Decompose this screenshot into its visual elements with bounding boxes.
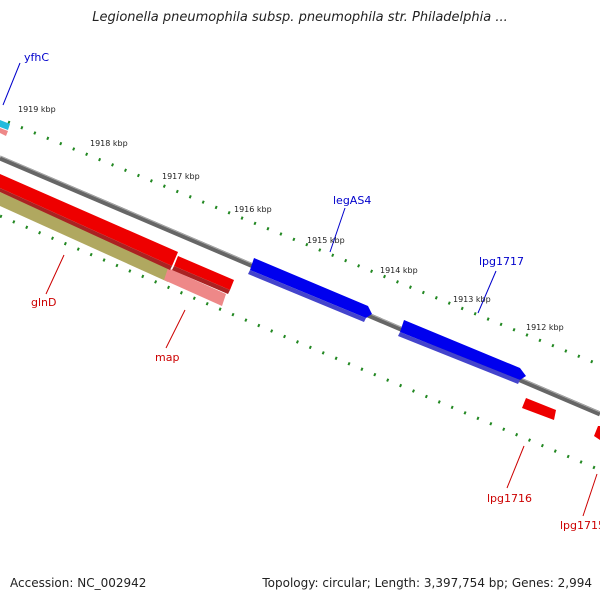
gene-label-yfhC[interactable]: yfhC <box>24 51 49 64</box>
small-pale-gene <box>0 128 8 136</box>
lpg1715-leader <box>582 473 598 517</box>
lpg1716-gene[interactable] <box>522 398 556 420</box>
tick-label-1916: 1916 kbp <box>234 205 272 214</box>
gene-label-legAS4[interactable]: legAS4 <box>333 194 371 207</box>
glnD-gene[interactable] <box>0 174 178 266</box>
tick-label-1919: 1919 kbp <box>18 105 56 114</box>
tick-label-1913: 1913 kbp <box>453 295 491 304</box>
accession-text: Accession: NC_002942 <box>10 576 147 590</box>
legAS4-gene-shadow <box>248 270 366 322</box>
gene-label-lpg1715[interactable]: lpg1715 <box>560 519 600 532</box>
tick-label-1914: 1914 kbp <box>380 266 418 275</box>
lpg1716-leader <box>506 445 525 489</box>
map-leader <box>165 309 186 349</box>
page-title: Legionella pneumophila subsp. pneumophil… <box>92 10 508 25</box>
legAS4-gene[interactable] <box>250 258 372 318</box>
lpg1715-gene[interactable] <box>594 426 600 440</box>
tick-label-1918: 1918 kbp <box>90 139 128 148</box>
yfhC-gene[interactable] <box>0 120 10 130</box>
genome-summary-text: Topology: circular; Length: 3,397,754 bp… <box>262 576 592 590</box>
gene-label-lpg1717[interactable]: lpg1717 <box>479 255 524 268</box>
gene-label-map[interactable]: map <box>155 351 179 364</box>
lpg1717-gene[interactable] <box>400 320 526 380</box>
tick-label-1915: 1915 kbp <box>307 236 345 245</box>
glnD-leader <box>45 254 65 295</box>
legAS4-leader <box>329 207 346 253</box>
tick-label-1912: 1912 kbp <box>526 323 564 332</box>
map-gene[interactable] <box>174 256 234 290</box>
map-gene-shadow <box>172 266 230 294</box>
tick-label-1917: 1917 kbp <box>162 172 200 181</box>
olive-gene-band <box>0 192 168 282</box>
glnD-gene-shadow <box>0 188 172 270</box>
gene-label-lpg1716[interactable]: lpg1716 <box>487 492 532 505</box>
lpg1717-leader <box>477 270 497 314</box>
pale-reverse-band <box>164 268 226 306</box>
lpg1717-gene-shadow <box>398 332 520 384</box>
gene-label-glnD[interactable]: glnD <box>31 296 56 309</box>
upper-tick-track <box>7 120 600 367</box>
yfhC-leader <box>2 62 21 106</box>
